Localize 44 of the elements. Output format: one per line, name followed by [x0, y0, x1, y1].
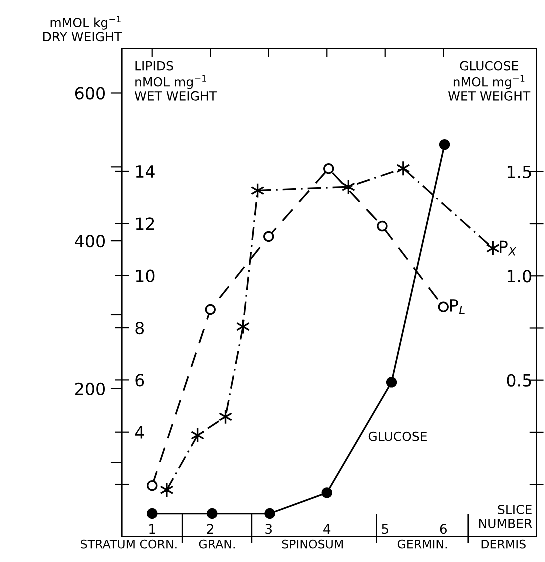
series-label: P$_{X}$ — [500, 240, 517, 256]
text: GERMIN. — [398, 540, 448, 549]
text: GRAN. — [199, 540, 235, 549]
point — [377, 220, 388, 232]
x-tick-label: 3 — [266, 524, 272, 534]
x-tick-label: 4 — [324, 524, 331, 534]
text: STRATUM CORN. — [81, 540, 177, 549]
y-axis-title: mMOL kg$^{−1}$ DRY WEIGHT — [44, 16, 122, 42]
x-tick-label: 6 — [440, 524, 447, 534]
y3-tick-label: 10 — [136, 270, 155, 282]
y2-tick-label: 1.0 — [508, 270, 532, 283]
x-tick-label: 2 — [207, 524, 214, 534]
point — [438, 302, 449, 312]
x-tick-label: 1 — [150, 524, 156, 534]
y3-axis-title: LIPIDS nMOL mg$^{−1}$ WET WEIGHT — [134, 61, 218, 101]
y-tick-label: 600 — [75, 87, 105, 100]
x-tick-label: 5 — [382, 524, 388, 534]
y-tick-label: 400 — [75, 235, 105, 248]
point — [322, 488, 332, 498]
y2-tick-label: 0.5 — [507, 374, 532, 387]
point — [160, 482, 174, 498]
point — [264, 231, 274, 242]
text: SPINOSUM — [282, 540, 343, 549]
y3-tick-label: 4 — [135, 426, 144, 439]
point — [147, 480, 158, 492]
y3-tick-label: 6 — [136, 374, 144, 387]
y2-tick-label: 1.5 — [508, 166, 532, 178]
y-tick-label: 200 — [76, 382, 105, 396]
point — [147, 508, 158, 520]
y3-tick-label: 8 — [136, 322, 144, 335]
text: DERMIS — [482, 540, 526, 549]
point — [324, 164, 334, 174]
point — [264, 508, 276, 520]
point — [386, 377, 398, 388]
y3-tick-label: 14 — [136, 166, 155, 178]
x-axis-title: SLICE NUMBER — [479, 504, 532, 528]
y2-axis-title: GLUCOSE nMOL mg$^{−1}$ WET WEIGHT — [448, 61, 531, 101]
series-label: P$_{L}$ — [450, 300, 465, 314]
point — [207, 508, 218, 520]
point — [439, 139, 450, 150]
point — [396, 160, 410, 176]
series-label: GLUCOSE — [368, 432, 427, 442]
point — [205, 304, 216, 316]
y3-tick-label: 12 — [136, 218, 154, 230]
